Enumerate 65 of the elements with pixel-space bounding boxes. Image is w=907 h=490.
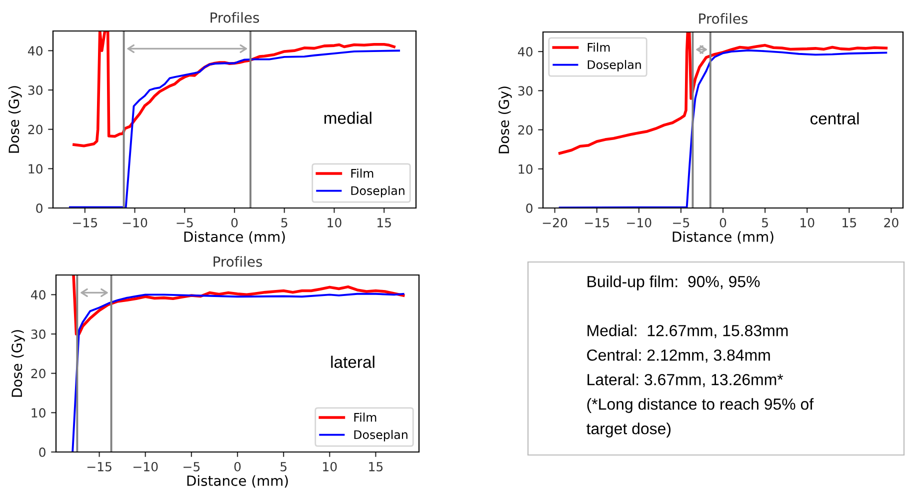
text: target dose) <box>586 422 671 438</box>
legend-label: Film <box>354 412 376 422</box>
annotation: central <box>810 112 859 124</box>
y-tick-label: 20 <box>518 125 532 135</box>
x-tick-label: 10 <box>323 462 337 472</box>
y-tick-label: 0 <box>39 447 46 457</box>
text: (*Long distance to reach 95% of <box>587 398 814 413</box>
y-tick-label: 0 <box>36 203 42 213</box>
line-series <box>72 275 405 336</box>
y-tick-label: 20 <box>31 368 46 378</box>
x-tick-label: −10 <box>134 462 158 472</box>
x-tick-label: −15 <box>584 218 609 228</box>
y-tick-label: 30 <box>28 85 42 95</box>
y-tick-label: 10 <box>28 164 42 174</box>
x-tick-label: 10 <box>328 218 342 228</box>
y-tick-label: 10 <box>32 408 46 418</box>
chart-title: Profiles <box>210 12 260 23</box>
x-tick-label: 0 <box>231 218 238 228</box>
line-series <box>558 32 888 155</box>
x-tick-label: 5 <box>762 218 768 228</box>
x-tick-label: 15 <box>369 462 383 472</box>
text: Medial: 12.67mm, 15.83mm <box>588 324 788 338</box>
x-tick-label: −10 <box>627 218 652 228</box>
x-tick-label: −15 <box>73 218 98 228</box>
chart-title: Profiles <box>214 256 262 267</box>
y-axis-title: Dose (Gy) <box>8 86 22 153</box>
legend-label: Doseplan <box>351 186 404 198</box>
x-tick-label: 5 <box>280 462 286 472</box>
y-axis-title: Dose (Gy) <box>11 330 25 397</box>
y-tick-label: 40 <box>518 47 532 56</box>
x-tick-label: −5 <box>176 218 193 228</box>
x-axis-title: Distance (mm) <box>187 475 288 488</box>
y-tick-label: 0 <box>526 203 532 213</box>
legend-label: Doseplan <box>354 430 408 442</box>
x-tick-label: 20 <box>884 218 898 228</box>
y-tick-label: 30 <box>31 329 46 339</box>
x-tick-label: −5 <box>673 218 690 228</box>
annotation: medial <box>324 112 372 124</box>
legend-label: Doseplan <box>588 60 641 72</box>
legend-label: Film <box>351 168 374 178</box>
y-tick-label: 40 <box>30 290 46 300</box>
x-tick-label: 5 <box>281 218 288 228</box>
x-tick-label: −15 <box>87 462 112 472</box>
y-tick-label: 40 <box>28 46 42 56</box>
y-tick-label: 10 <box>518 164 532 174</box>
annotation: lateral <box>331 356 374 368</box>
x-tick-label: −10 <box>122 218 148 228</box>
text: Lateral: 3.67mm, 13.26mm* <box>588 374 784 388</box>
text: Build-up film: 90%, 95% <box>588 276 760 290</box>
x-tick-label: −5 <box>184 462 200 472</box>
x-tick-label: 0 <box>234 462 241 472</box>
chart-title: Profiles <box>699 13 748 24</box>
x-tick-label: 15 <box>378 218 391 228</box>
x-tick-label: 15 <box>842 218 856 228</box>
x-axis-title: Distance (mm) <box>184 231 285 244</box>
text: Central: 2.12mm, 3.84mm <box>587 349 770 363</box>
y-tick-label: 20 <box>28 124 42 134</box>
x-tick-label: 10 <box>800 218 814 228</box>
legend-label: Film <box>588 42 610 52</box>
x-tick-label: 0 <box>720 218 726 228</box>
y-axis-title: Dose (Gy) <box>498 86 512 154</box>
y-tick-label: 30 <box>518 86 532 96</box>
line-series <box>72 31 396 148</box>
x-tick-label: −20 <box>542 218 568 228</box>
x-axis-title: Distance (mm) <box>672 231 774 244</box>
